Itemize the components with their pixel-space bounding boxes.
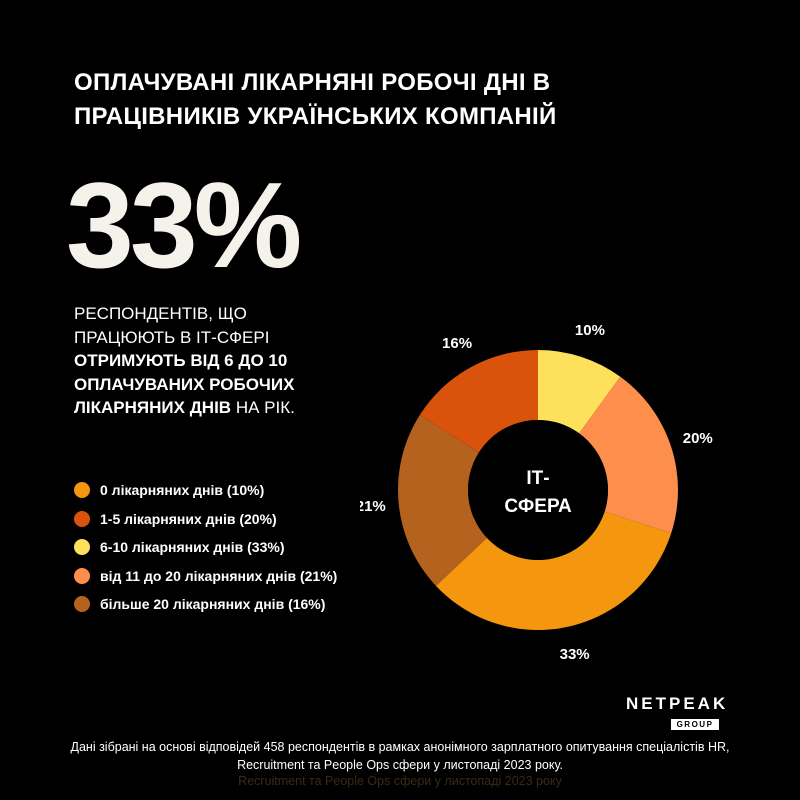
donut-slice-16 <box>419 350 538 453</box>
legend-label: від 11 до 20 лікарняних днів (21%) <box>100 567 338 584</box>
legend-item-1-5-days: 1-5 лікарняних днів (20%) <box>74 509 337 529</box>
donut-chart: 10% 20% 33% 21% 16% ІТ- СФЕРА <box>356 322 713 663</box>
slice-label: 21% <box>360 498 386 515</box>
legend-dot <box>74 596 90 612</box>
legend-dot <box>74 510 90 527</box>
description-text-end: НА РІК. <box>231 398 295 417</box>
slice-label: 20% <box>683 430 713 447</box>
legend-dot <box>74 482 90 498</box>
brand-name: NETPEAK <box>626 694 729 713</box>
description-text: РЕСПОНДЕНТІВ, ЩО ПРАЦЮЮТЬ В ІТ-СФЕРІ <box>74 304 270 347</box>
center-label: СФЕРА <box>504 496 572 517</box>
legend-label: 1-5 лікарняних днів (20%) <box>100 510 277 527</box>
headline-description: РЕСПОНДЕНТІВ, ЩО ПРАЦЮЮТЬ В ІТ-СФЕРІ ОТР… <box>74 302 334 420</box>
footnote-ghost: Recruitment та People Ops сфери у листоп… <box>238 774 562 788</box>
legend-label: 0 лікарняних днів (10%) <box>100 482 265 498</box>
legend-item-11-20-days: від 11 до 20 лікарняних днів (21%) <box>74 566 337 586</box>
slice-label: 16% <box>442 335 472 352</box>
legend-label: більше 20 лікарняних днів (16%) <box>100 596 326 612</box>
legend-item-over-20-days: більше 20 лікарняних днів (16%) <box>74 594 337 614</box>
donut-slice-20 <box>579 376 678 534</box>
legend-dot <box>74 567 90 584</box>
brand-sub: GROUP <box>670 719 720 730</box>
donut-chart-container: 10% 20% 33% 21% 16% ІТ- СФЕРА <box>356 310 760 670</box>
donut-hole <box>468 420 608 560</box>
legend-dot <box>74 539 90 555</box>
legend-item-6-10-days: 6-10 лікарняних днів (33%) <box>74 537 337 557</box>
brand-logo: NETPEAK GROUP <box>626 694 726 732</box>
donut-slice-21 <box>398 414 487 586</box>
page-title: ОПЛАЧУВАНІ ЛІКАРНЯНІ РОБОЧІ ДНІ В ПРАЦІВ… <box>74 69 557 130</box>
slice-label: 10% <box>575 322 605 339</box>
footnote: Дані зібрані на основі відповідей 458 ре… <box>70 740 730 772</box>
headline-percentage: 33% <box>66 157 302 293</box>
center-label: ІТ- <box>526 468 549 489</box>
donut-slice-33 <box>435 511 672 630</box>
legend-label: 6-10 лікарняних днів (33%) <box>100 539 285 555</box>
description-bold-text: ОТРИМУЮТЬ ВІД 6 ДО 10 ОПЛАЧУВАНИХ РОБОЧИ… <box>74 351 295 417</box>
chart-legend: 0 лікарняних днів (10%) 1-5 лікарняних д… <box>74 480 337 623</box>
legend-item-0-days: 0 лікарняних днів (10%) <box>74 480 337 500</box>
donut-slice-10 <box>538 350 621 434</box>
slice-label: 33% <box>560 646 590 663</box>
